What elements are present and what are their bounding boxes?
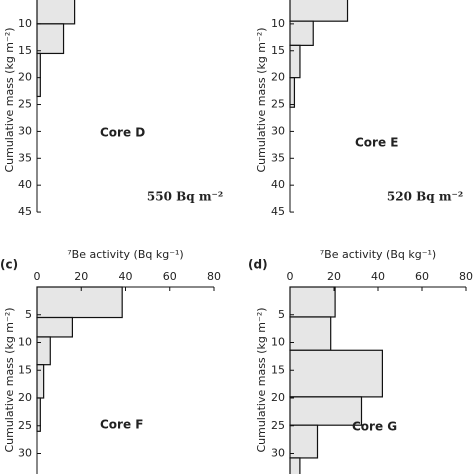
- inventory-label: 520 Bq m⁻²: [387, 190, 463, 204]
- x-tick-label: 40: [371, 270, 385, 283]
- y-tick-label: 5: [278, 308, 285, 321]
- y-tick-label: 20: [271, 391, 285, 404]
- y-tick-label: 15: [271, 363, 285, 376]
- bar: [289, 316, 332, 351]
- y-tick-label: 20: [18, 391, 32, 404]
- x-tick-label: 0: [34, 270, 41, 283]
- y-tick-label: 30: [18, 447, 32, 460]
- y-tick-label: 30: [271, 124, 285, 137]
- y-tick-label: 40: [18, 178, 32, 191]
- y-axis-label: Cumulative mass (kg m⁻²): [255, 27, 268, 172]
- x-tick-label: 60: [415, 270, 429, 283]
- y-tick-label: 25: [271, 419, 285, 432]
- bar: [36, 364, 45, 399]
- bar: [289, 0, 349, 22]
- bar: [36, 336, 51, 366]
- x-tick-label: 0: [287, 270, 294, 283]
- x-tick-label: 60: [163, 270, 177, 283]
- y-axis-label: Cumulative mass (kg m⁻²): [255, 307, 268, 452]
- y-tick-label: 10: [18, 336, 32, 349]
- y-tick-label: 25: [18, 419, 32, 432]
- y-tick-label: 30: [271, 447, 285, 460]
- panel-label: (d): [248, 258, 268, 272]
- bar: [36, 0, 76, 25]
- bar: [289, 286, 336, 318]
- y-tick-label: 10: [271, 17, 285, 30]
- y-tick-label: 35: [18, 151, 32, 164]
- x-axis-label: ⁷Be activity (Bq kg⁻¹): [67, 248, 183, 261]
- bar: [289, 20, 314, 46]
- y-tick-label: 25: [271, 98, 285, 111]
- x-tick-label: 80: [459, 270, 473, 283]
- bar: [289, 396, 363, 426]
- y-tick-label: 20: [18, 71, 32, 84]
- core-label: Core E: [355, 136, 398, 150]
- y-tick-label: 35: [271, 151, 285, 164]
- y-tick-label: 5: [25, 308, 32, 321]
- y-tick-label: 45: [271, 205, 285, 218]
- y-tick-label: 5: [278, 0, 285, 3]
- y-tick-label: 40: [271, 178, 285, 191]
- bar: [36, 286, 123, 319]
- bar: [289, 349, 384, 398]
- x-tick-label: 20: [74, 270, 88, 283]
- y-tick-label: 10: [271, 336, 285, 349]
- x-axis-label: ⁷Be activity (Bq kg⁻¹): [320, 248, 436, 261]
- y-tick-label: 25: [18, 98, 32, 111]
- inventory-label: 550 Bq m⁻²: [147, 190, 223, 204]
- bar: [289, 44, 301, 79]
- bar: [289, 77, 296, 108]
- core-label: Core F: [100, 418, 143, 432]
- y-axis-label: Cumulative mass (kg m⁻²): [3, 27, 16, 172]
- x-tick-label: 80: [207, 270, 221, 283]
- y-tick-label: 15: [271, 44, 285, 57]
- core-label: Core G: [352, 420, 397, 434]
- y-tick-label: 20: [271, 71, 285, 84]
- bar: [36, 23, 65, 55]
- y-tick-label: 15: [18, 363, 32, 376]
- bar: [36, 316, 74, 338]
- x-tick-label: 20: [327, 270, 341, 283]
- y-tick-label: 15: [18, 44, 32, 57]
- y-tick-label: 10: [18, 17, 32, 30]
- bar: [289, 424, 319, 459]
- panel-label: (c): [0, 258, 18, 272]
- y-tick-label: 5: [25, 0, 32, 3]
- bar: [289, 457, 301, 474]
- y-tick-label: 30: [18, 124, 32, 137]
- core-label: Core D: [100, 126, 145, 140]
- y-axis-label: Cumulative mass (kg m⁻²): [3, 307, 16, 452]
- y-tick-label: 45: [18, 205, 32, 218]
- x-tick-label: 40: [119, 270, 133, 283]
